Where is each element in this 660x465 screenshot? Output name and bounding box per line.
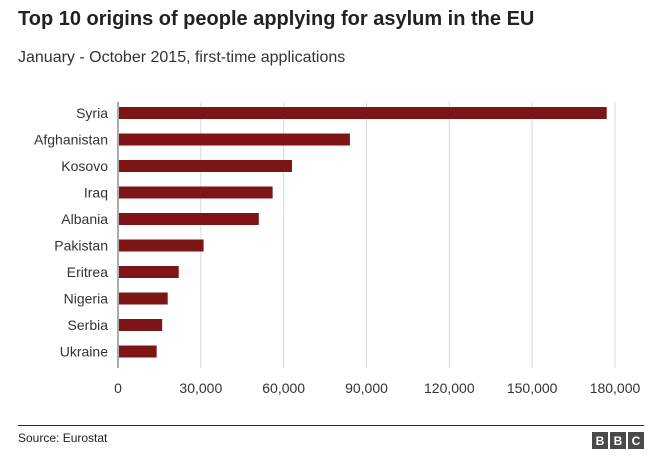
bbc-logo-letter: C (628, 432, 644, 449)
bar (119, 107, 607, 119)
bbc-logo: B B C (592, 432, 644, 449)
chart-title: Top 10 origins of people applying for as… (18, 8, 535, 30)
chart-subtitle: January - October 2015, first-time appli… (18, 49, 346, 66)
category-label: Eritrea (67, 264, 108, 280)
bar (119, 319, 163, 331)
category-label: Pakistan (54, 238, 108, 254)
bar (119, 239, 204, 252)
category-label: Ukraine (60, 344, 108, 360)
x-tick-label: 0 (114, 380, 122, 396)
bbc-logo-letter: B (610, 432, 626, 449)
category-label: Syria (76, 105, 108, 121)
bar (119, 186, 273, 199)
category-label: Serbia (68, 317, 109, 333)
source-note: Source: Eurostat (18, 431, 108, 445)
bar (119, 292, 168, 305)
gridlines (117, 102, 616, 368)
x-tick-label: 180,000 (590, 380, 641, 396)
bar (119, 266, 179, 278)
bar (119, 160, 292, 172)
category-label: Albania (61, 211, 108, 227)
x-tick-labels: 0 30,000 60,000 90,000 120,000 150,000 180,000 (114, 380, 640, 396)
bar-chart: Syria Afghanistan Kosovo Iraq Albania Pakista… (34, 102, 641, 396)
category-label: Afghanistan (34, 132, 108, 148)
bar (119, 345, 157, 358)
bar (119, 213, 259, 225)
category-label: Nigeria (64, 291, 109, 307)
x-tick-label: 150,000 (507, 380, 558, 396)
x-tick-label: 90,000 (345, 380, 388, 396)
bar (119, 133, 350, 146)
bars (119, 107, 607, 358)
category-label: Iraq (84, 185, 108, 201)
bbc-logo-letter: B (592, 432, 608, 449)
footer-divider (18, 425, 644, 426)
x-tick-label: 30,000 (179, 380, 222, 396)
x-tick-label: 120,000 (424, 380, 475, 396)
category-labels: Syria Afghanistan Kosovo Iraq Albania Pakista… (34, 105, 108, 360)
x-tick-label: 60,000 (262, 380, 305, 396)
category-label: Kosovo (61, 158, 108, 174)
